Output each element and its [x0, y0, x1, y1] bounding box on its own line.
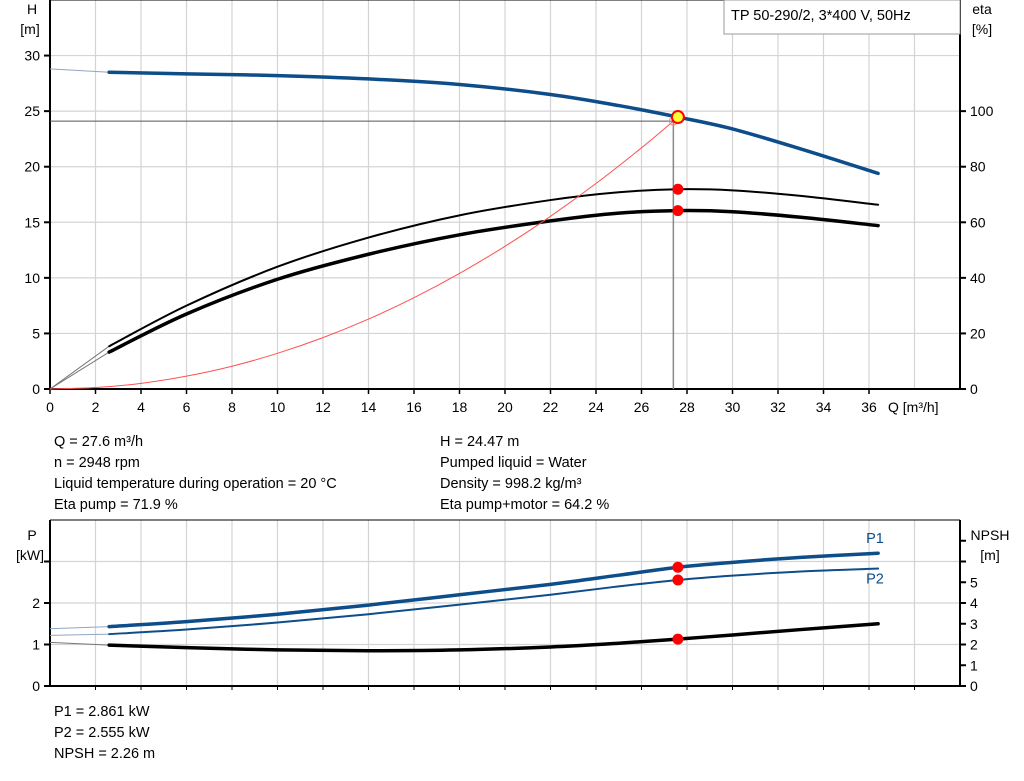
- x-tick-label: 4: [137, 399, 145, 415]
- x-tick-label: 30: [725, 399, 741, 415]
- y-right-label: NPSH: [971, 527, 1010, 543]
- curve-p1: [107, 551, 880, 629]
- x-tick-label: 20: [497, 399, 513, 415]
- y-left-tick-label: 0: [32, 381, 40, 397]
- x-tick-label: 22: [543, 399, 559, 415]
- x-tick-label: 32: [770, 399, 786, 415]
- info-q: Q = 27.6 m³/h: [54, 434, 143, 450]
- y-right-tick-label: 2: [970, 637, 978, 653]
- y-left-tick-label: 0: [32, 678, 40, 694]
- y-left-label: P: [27, 527, 36, 543]
- curve-extension-p1: [49, 626, 110, 630]
- info-temp: Liquid temperature during operation = 20…: [54, 476, 337, 492]
- x-tick-label: 14: [361, 399, 377, 415]
- info-density: Density = 998.2 kg/m³: [440, 476, 582, 492]
- y-left-tick-label: 2: [32, 595, 40, 611]
- info-eta-pump: Eta pump = 71.9 %: [54, 497, 178, 513]
- curve-npsh: [107, 622, 880, 653]
- x-axis-label: Q [m³/h]: [888, 399, 939, 415]
- x-tick-label: 28: [679, 399, 695, 415]
- x-tick-label: 12: [315, 399, 331, 415]
- power-npsh-panel: 0 1 2 0 1 2 3 4 5 P [kW] NPSH [m] P1 P2: [16, 519, 1010, 694]
- y-right-tick-label: 5: [970, 574, 978, 590]
- curve-extension-npsh: [49, 641, 110, 646]
- y-left-label: H: [27, 1, 37, 17]
- y-left-tick-label: 25: [24, 103, 40, 119]
- curve-extension-eta_pump: [49, 345, 110, 390]
- info-liquid: Pumped liquid = Water: [440, 455, 587, 471]
- y-left-tick-label: 10: [24, 270, 40, 286]
- info-h: H = 24.47 m: [440, 434, 519, 450]
- info-eta-total: Eta pump+motor = 64.2 %: [440, 497, 609, 513]
- y-left-unit: [m]: [20, 21, 39, 37]
- chart-title: TP 50-290/2, 3*400 V, 50Hz: [731, 8, 911, 24]
- info-p1: P1 = 2.861 kW: [54, 704, 150, 720]
- curve-eta_pump: [108, 188, 880, 348]
- x-tick-label: 6: [183, 399, 191, 415]
- curve-p2: [108, 567, 880, 636]
- y-right-unit: [%]: [972, 21, 992, 37]
- eta-pump-point: [672, 183, 684, 195]
- x-tick-label: 10: [270, 399, 286, 415]
- info-bottom: P1 = 2.861 kW P2 = 2.555 kW NPSH = 2.26 …: [54, 704, 155, 762]
- x-tick-label: 16: [406, 399, 422, 415]
- x-tick-label: 24: [588, 399, 604, 415]
- y-left-tick-label: 20: [24, 159, 40, 175]
- info-npsh: NPSH = 2.26 m: [54, 746, 155, 762]
- x-tick-label: 2: [92, 399, 100, 415]
- p2-point: [672, 574, 684, 586]
- curve-system: [49, 120, 674, 390]
- title-box: [723, 0, 961, 35]
- npsh-point: [672, 633, 684, 645]
- y-right-tick-label: 3: [970, 616, 978, 632]
- info-p2: P2 = 2.555 kW: [54, 725, 150, 741]
- curve-extension-h: [49, 68, 110, 73]
- y-left-tick-label: 1: [32, 637, 40, 653]
- y-left-tick-label: 15: [24, 214, 40, 230]
- operating-point-marker: [670, 110, 685, 125]
- x-tick-label: 0: [46, 399, 54, 415]
- curve-label-p1: P1: [866, 531, 884, 547]
- info-top-left: Q = 27.6 m³/h n = 2948 rpm Liquid temper…: [54, 434, 337, 513]
- y-left-unit: [kW]: [16, 547, 44, 563]
- y-left-tick-label: 30: [24, 48, 40, 64]
- info-n: n = 2948 rpm: [54, 455, 140, 471]
- y-right-tick-label: 60: [970, 214, 986, 230]
- y-right-tick-label: 40: [970, 270, 986, 286]
- y-right-unit: [m]: [980, 547, 999, 563]
- info-top-right: H = 24.47 m Pumped liquid = Water Densit…: [440, 434, 609, 513]
- curve-extension-p2: [49, 633, 110, 636]
- y-right-tick-label: 1: [970, 657, 978, 673]
- x-tick-label: 8: [228, 399, 236, 415]
- curve-label-p2: P2: [866, 572, 884, 588]
- y-left-tick-label: 5: [32, 325, 40, 341]
- curve-eta_total: [107, 208, 880, 354]
- x-tick-label: 18: [452, 399, 468, 415]
- curve-extension-eta_total: [49, 351, 110, 390]
- y-right-tick-label: 0: [970, 678, 978, 694]
- x-tick-label: 34: [816, 399, 832, 415]
- x-tick-label: 26: [634, 399, 650, 415]
- y-right-label: eta: [972, 1, 992, 17]
- y-right-tick-label: 20: [970, 325, 986, 341]
- eta-total-point: [672, 205, 684, 217]
- y-right-tick-label: 100: [970, 103, 994, 119]
- curve-h: [107, 70, 880, 176]
- y-right-tick-label: 4: [970, 595, 978, 611]
- y-right-tick-label: 80: [970, 159, 986, 175]
- y-right-tick-label: 0: [970, 381, 978, 397]
- p1-point: [672, 561, 684, 573]
- x-tick-label: 36: [861, 399, 877, 415]
